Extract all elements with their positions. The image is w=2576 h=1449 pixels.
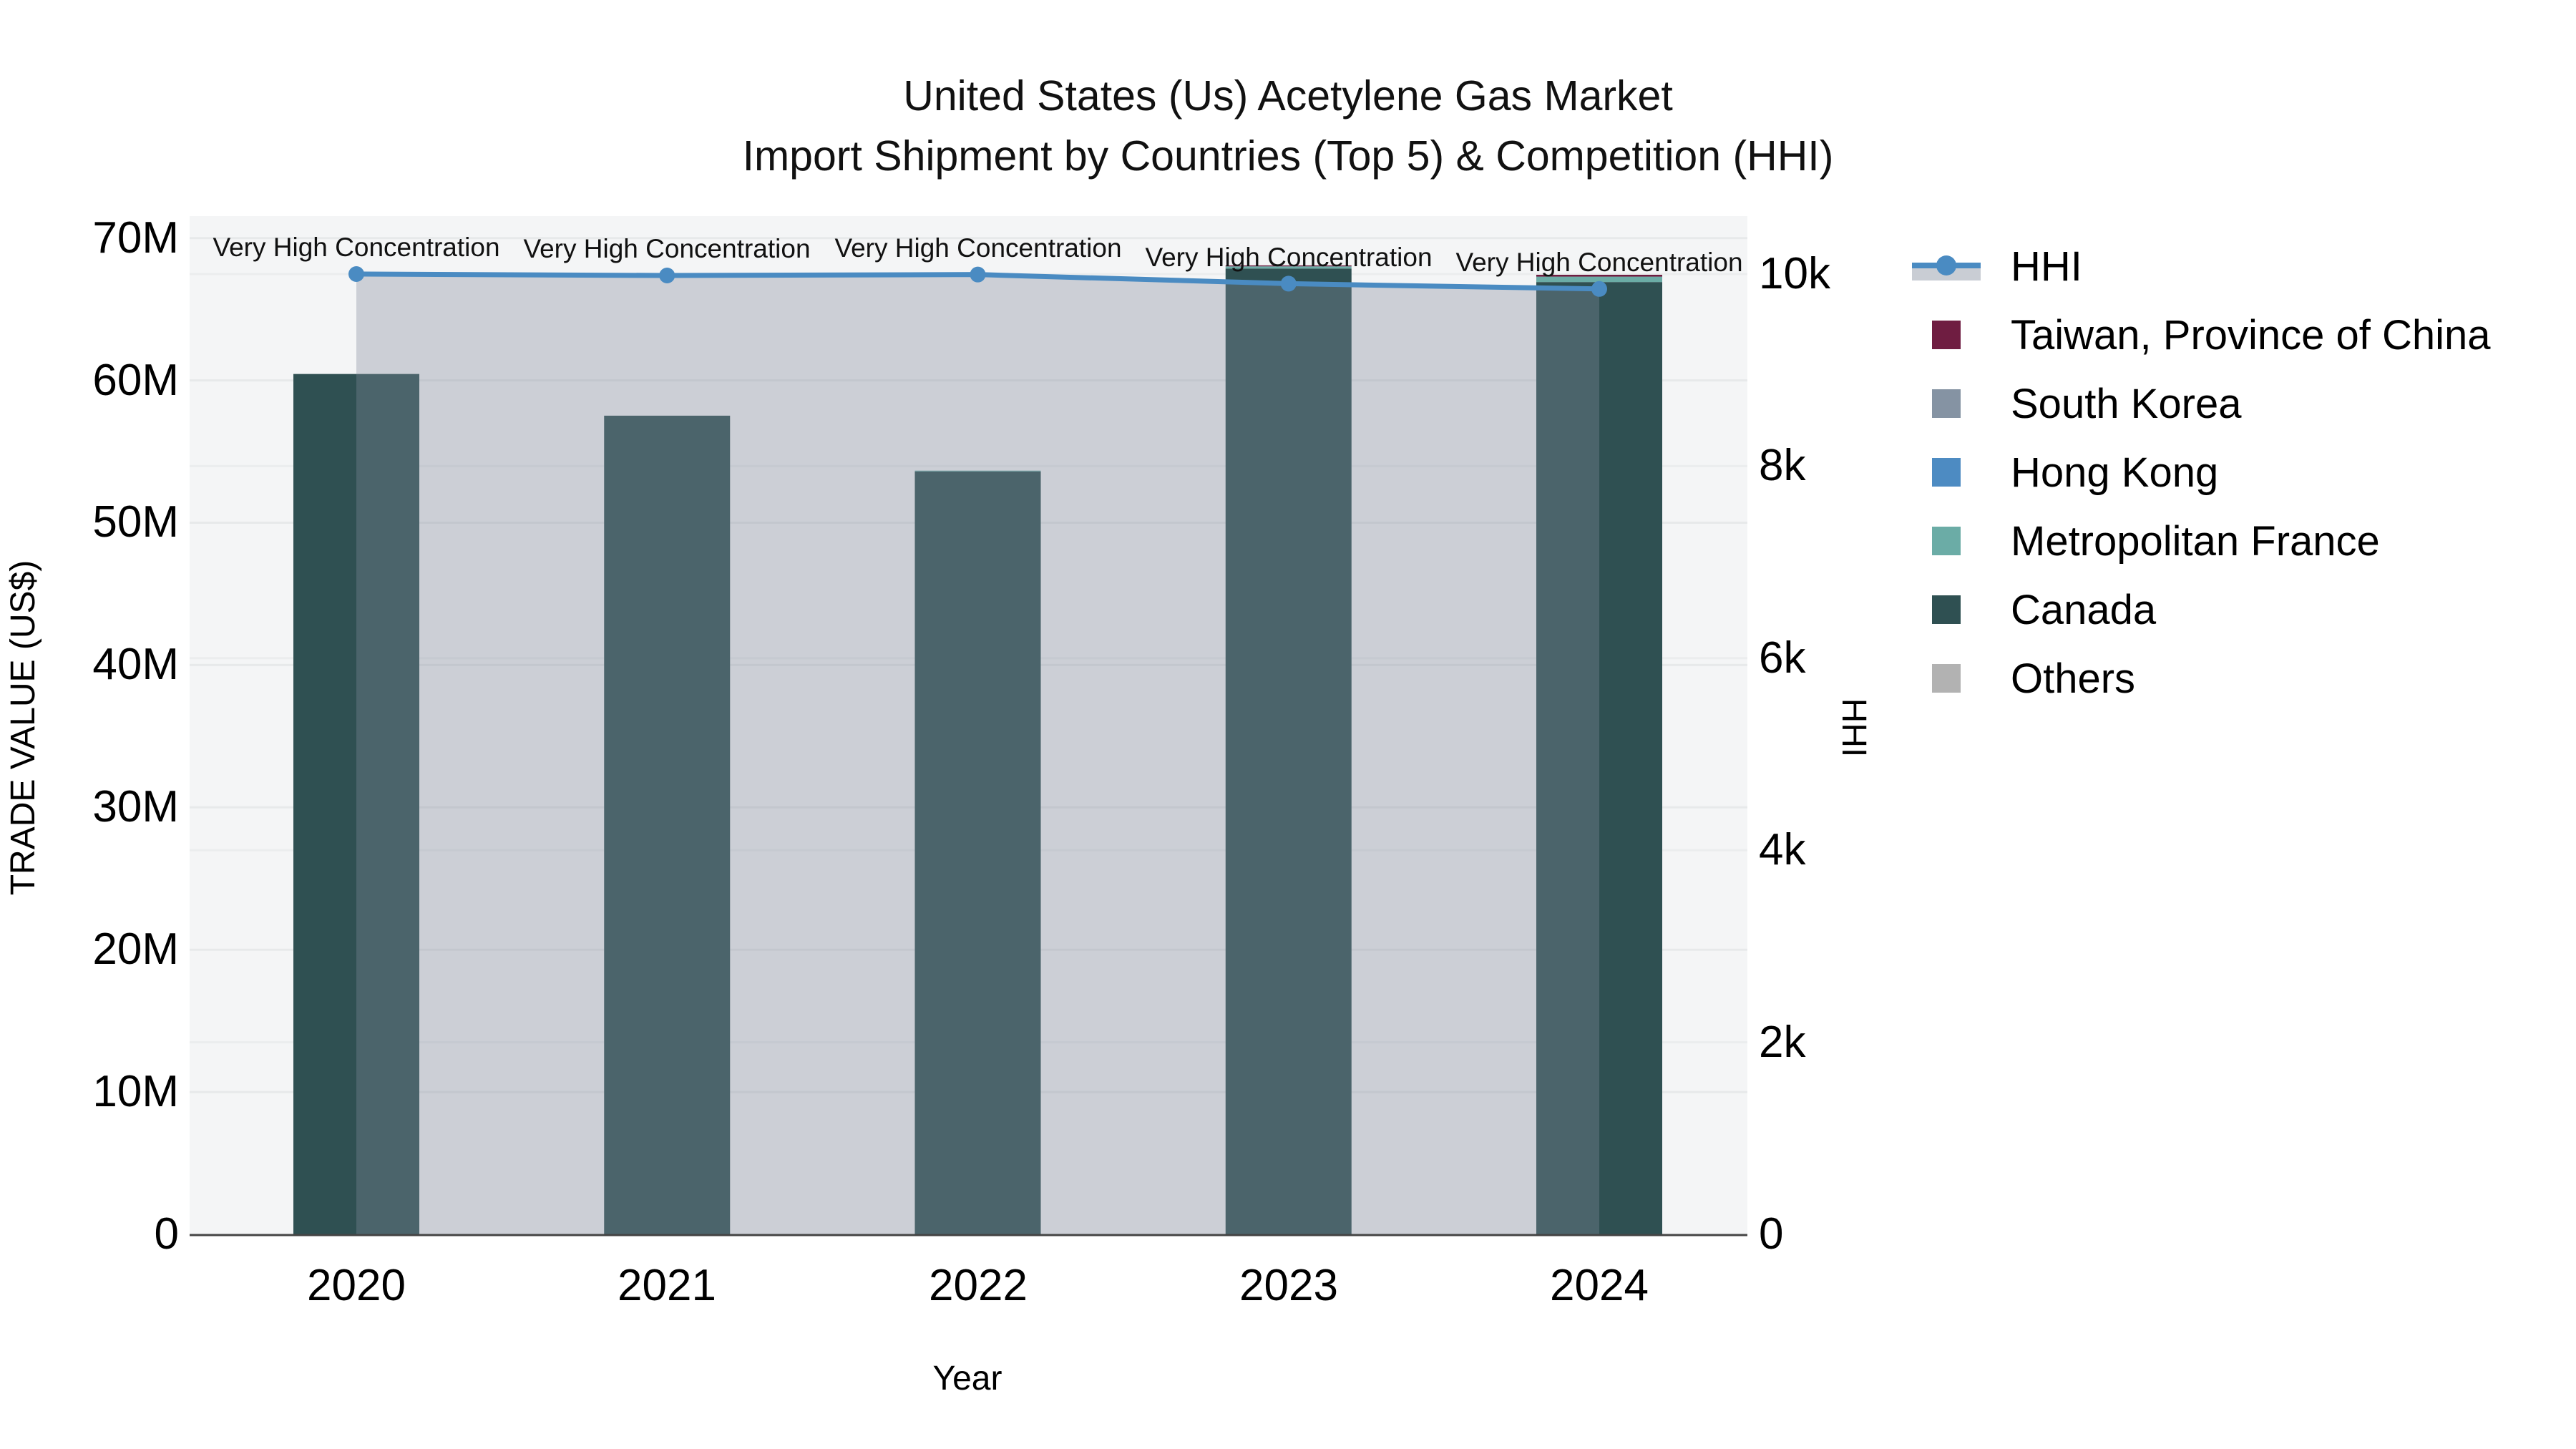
x-tick: 2024 xyxy=(1550,1261,1649,1310)
annotation-2023: Very High Concentration xyxy=(1145,243,1433,272)
legend-label: Others xyxy=(2011,655,2136,702)
legend: HHI Taiwan, Province of China South Kore… xyxy=(1912,232,2491,713)
x-tick: 2020 xyxy=(307,1261,406,1310)
annotation-2022: Very High Concentration xyxy=(834,233,1122,263)
y-right-tick: 0 xyxy=(1759,1209,1784,1259)
y-left-tick: 60M xyxy=(92,356,179,405)
legend-item-taiwan[interactable]: Taiwan, Province of China xyxy=(1912,301,2491,369)
y-right-tick: 10k xyxy=(1759,249,1830,298)
x-axis-title: Year xyxy=(932,1360,1002,1397)
y-right-tick: 4k xyxy=(1759,825,1806,874)
y-right-tick: 6k xyxy=(1759,633,1806,683)
legend-item-canada[interactable]: Canada xyxy=(1912,575,2491,644)
y-left-tick: 40M xyxy=(92,640,179,689)
legend-item-others[interactable]: Others xyxy=(1912,644,2491,713)
y-left-tick: 30M xyxy=(92,782,179,831)
y-left-tick: 10M xyxy=(92,1067,179,1116)
color-swatch xyxy=(1932,321,1961,349)
legend-label: Metropolitan France xyxy=(2011,517,2380,565)
y-left-tick: 0 xyxy=(154,1209,179,1259)
color-swatch xyxy=(1932,458,1961,487)
x-tick: 2023 xyxy=(1239,1261,1338,1310)
color-swatch xyxy=(1932,527,1961,555)
y-left-tick: 50M xyxy=(92,497,179,547)
y-left-tick: 70M xyxy=(92,213,179,263)
legend-item-metropolitan-france[interactable]: Metropolitan France xyxy=(1912,507,2491,575)
legend-label: Taiwan, Province of China xyxy=(2011,311,2491,358)
color-swatch xyxy=(1932,664,1961,693)
legend-item-hong-kong[interactable]: Hong Kong xyxy=(1912,438,2491,507)
legend-label: HHI xyxy=(2011,243,2082,290)
chart-title-line1: United States (Us) Acetylene Gas Market xyxy=(903,72,1673,119)
legend-item-hhi[interactable]: HHI xyxy=(1912,232,2491,301)
chart-title-line2: Import Shipment by Countries (Top 5) & C… xyxy=(742,132,1834,180)
legend-label: Canada xyxy=(2011,586,2157,633)
legend-label: South Korea xyxy=(2011,380,2242,427)
x-tick: 2021 xyxy=(618,1261,716,1310)
y-axis-title-right: HHI xyxy=(1835,698,1873,758)
annotation-2024: Very High Concentration xyxy=(1455,248,1743,277)
y-left-tick: 20M xyxy=(92,924,179,974)
hhi-line-swatch xyxy=(1912,250,1981,282)
hhi-marker-dot xyxy=(1936,255,1956,275)
annotation-2021: Very High Concentration xyxy=(523,234,811,263)
y-right-tick: 8k xyxy=(1759,441,1806,490)
y-axis-title-left: TRADE VALUE (US$) xyxy=(4,560,42,896)
legend-item-south-korea[interactable]: South Korea xyxy=(1912,369,2491,438)
y-right-tick: 2k xyxy=(1759,1018,1806,1067)
legend-label: Hong Kong xyxy=(2011,449,2219,496)
color-swatch xyxy=(1932,389,1961,418)
color-swatch xyxy=(1932,595,1961,624)
annotation-2020: Very High Concentration xyxy=(213,233,500,262)
x-tick: 2022 xyxy=(929,1261,1028,1310)
